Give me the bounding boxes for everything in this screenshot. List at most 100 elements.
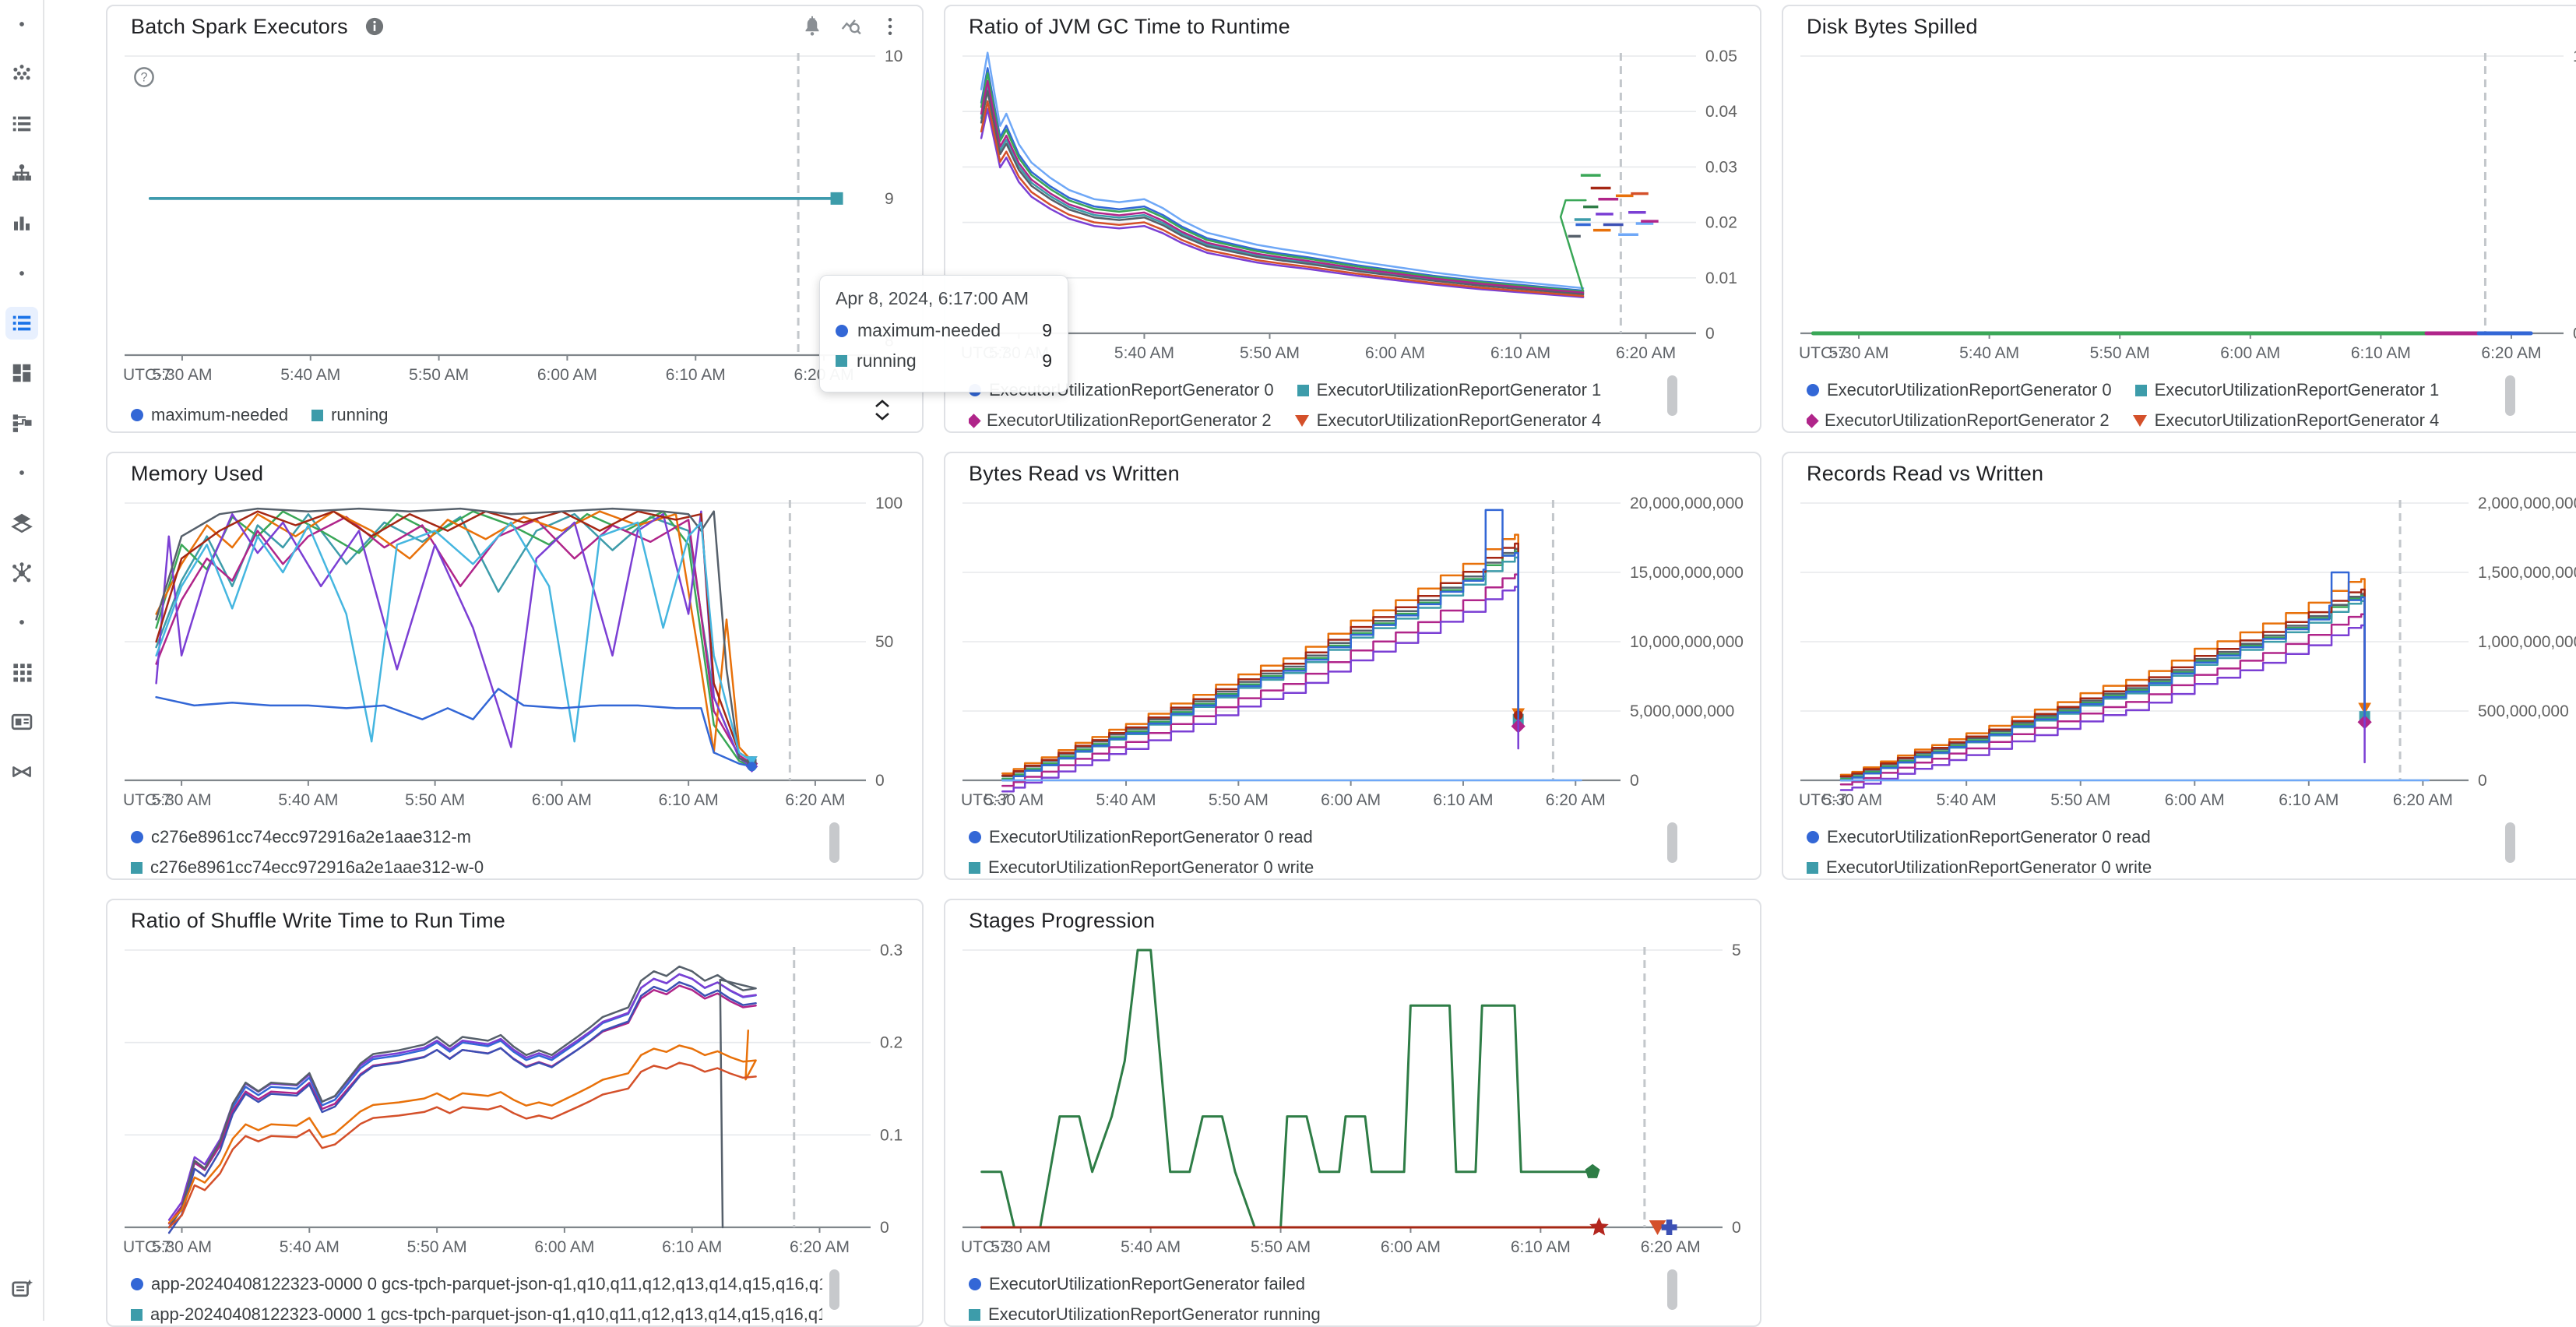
sidebar-item-widget-blocks[interactable]	[5, 357, 38, 389]
chart-plot-area-records-read-vs-written[interactable]: 2,000,000,000 1,500,000,000 1,000,000,000 5…	[1783, 494, 2576, 824]
legend-scrollbar-thumb[interactable]	[2505, 822, 2515, 863]
chart-plot-area-memory-used[interactable]: 100 50 0 5:30 AM 5:40 AM 5:50 AM 6:00 AM 6:10 A…	[107, 494, 922, 824]
legend-item[interactable]: ExecutorUtilizationReportGenerator 4	[1294, 410, 1601, 431]
legend-item[interactable]: ExecutorUtilizationReportGenerator 1	[1297, 380, 1601, 400]
y-axis-label: 0.04	[1705, 103, 1737, 121]
x-axis-tick-label: 5:30 AM	[991, 1238, 1050, 1256]
x-axis-tick-label: 5:40 AM	[280, 366, 340, 384]
sidebar-item-layers[interactable]	[5, 506, 38, 539]
sidebar-item-flowchart[interactable]	[5, 407, 38, 439]
dot-icon	[19, 22, 24, 26]
legend-item[interactable]: app-20240408122323-0000 0 gcs-tpch-parqu…	[131, 1274, 822, 1294]
panel-ratio-of-jvm-gc-time-to-runtime: Ratio of JVM GC Time to Runtime 0.05 0.04 0…	[944, 5, 1761, 433]
panel-ratio-of-shuffle-write-time-to-run-time: Ratio of Shuffle Write Time to Run Time 0…	[106, 899, 924, 1327]
legend-item[interactable]: ExecutorUtilizationReportGenerator 2	[1807, 410, 2110, 431]
layers-icon	[10, 513, 33, 533]
legend-item[interactable]: ExecutorUtilizationReportGenerator 0 rea…	[969, 827, 1313, 847]
legend-item[interactable]: c276e8961cc74ecc972916a2e1aae312-m	[131, 827, 471, 847]
x-axis-tick-label: 5:30 AM	[1829, 344, 1889, 362]
legend-item[interactable]: ExecutorUtilizationReportGenerator runni…	[969, 1304, 1321, 1325]
chart-legend: ExecutorUtilizationReportGenerator 0 Exec…	[969, 380, 1660, 431]
panel-title: Ratio of Shuffle Write Time to Run Time	[131, 908, 505, 932]
y-axis-label: 0.2	[880, 1034, 903, 1052]
chart-plot-area-batch-spark-executors[interactable]: 10985:30 AM5:40 AM5:50 AM6:00 AM6:10 AM6…	[107, 47, 922, 399]
series-gc-line-8	[980, 100, 1585, 297]
legend-item[interactable]: ExecutorUtilizationReportGenerator 1	[2134, 380, 2440, 400]
x-axis-tick-label: 5:30 AM	[152, 366, 212, 384]
legend-item[interactable]: ExecutorUtilizationReportGenerator 2	[969, 410, 1272, 431]
x-axis-tick-label: 5:50 AM	[1209, 791, 1269, 809]
more-vert-icon[interactable]	[878, 15, 902, 38]
chart-legend: ExecutorUtilizationReportGenerator 0 rea…	[1807, 827, 2498, 878]
sidebar-item-compose-note[interactable]	[5, 1272, 38, 1305]
legend-item[interactable]: c276e8961cc74ecc972916a2e1aae312-w-0	[131, 857, 484, 878]
legend-label: ExecutorUtilizationReportGenerator 0 rea…	[1827, 827, 2151, 847]
svg-text:?: ?	[140, 71, 147, 85]
chart-plot-area-disk-bytes-spilled[interactable]: 1 0 5:30 AM 5:40 AM 5:50 AM 6:00 AM 6:10 AM 6:2…	[1783, 47, 2576, 377]
sidebar-item-dot-1[interactable]	[5, 8, 38, 40]
legend-item[interactable]: app-20240408122323-0000 1 gcs-tpch-parqu…	[131, 1304, 822, 1325]
sidebar-item-dot-3[interactable]	[5, 456, 38, 489]
y-axis-label: 0	[2573, 325, 2576, 343]
sidebar-item-apps-grid[interactable]	[5, 656, 38, 688]
sidebar-item-bar-chart[interactable]	[5, 207, 38, 240]
legend-item[interactable]: maximum-needed	[131, 405, 288, 425]
diamond-legend-marker-icon	[1807, 413, 1819, 428]
y-axis-label: 0.03	[1705, 158, 1737, 176]
y-axis-label: 0.1	[880, 1126, 903, 1144]
sidebar-item-dashboards[interactable]	[5, 307, 38, 340]
legend-item[interactable]: ExecutorUtilizationReportGenerator 0 rea…	[1807, 827, 2151, 847]
legend-item[interactable]: running	[311, 405, 388, 425]
sidebar-item-resource-tree[interactable]	[5, 157, 38, 190]
explore-chart-icon[interactable]	[839, 15, 863, 38]
legend-label: ExecutorUtilizationReportGenerator 1	[2154, 380, 2440, 400]
panel-bytes-read-vs-written: Bytes Read vs Written 20,000,000,000 15,00…	[944, 452, 1761, 880]
tooltip-timestamp: Apr 8, 2024, 6:17:00 AM	[836, 288, 1029, 308]
series-gc-line-5	[980, 79, 1585, 294]
x-axis-tick-label: 5:40 AM	[280, 1238, 340, 1256]
legend-item[interactable]: ExecutorUtilizationReportGenerator faile…	[969, 1274, 1305, 1294]
legend-scrollbar-thumb[interactable]	[2505, 375, 2515, 416]
x-axis-tick-label: 5:40 AM	[1937, 791, 1997, 809]
y-axis-label: 0	[2478, 772, 2487, 790]
y-axis-label: 1,000,000,000	[2478, 633, 2576, 651]
plus-marker	[1661, 1220, 1677, 1235]
circle-legend-marker-icon	[969, 831, 981, 843]
help-icon[interactable]: ?	[132, 65, 156, 93]
legend-item[interactable]: ExecutorUtilizationReportGenerator 0	[1807, 380, 2112, 400]
sidebar-item-bowtie[interactable]	[5, 755, 38, 788]
legend-scrollbar-thumb[interactable]	[829, 822, 839, 863]
legend-item[interactable]: ExecutorUtilizationReportGenerator 0 wri…	[969, 857, 1314, 878]
x-axis-tick-label: 6:00 AM	[537, 366, 597, 384]
panel-title: Disk Bytes Spilled	[1807, 14, 1978, 38]
legend-scrollbar-thumb[interactable]	[829, 1269, 839, 1310]
sidebar-item-article-card[interactable]	[5, 706, 38, 738]
chart-plot-area-bytes-read-vs-written[interactable]: 20,000,000,000 15,000,000,000 10,000,000,0…	[945, 494, 1760, 824]
flow-icon	[12, 414, 31, 432]
sidebar-item-list-view[interactable]	[5, 107, 38, 140]
legend-item[interactable]: ExecutorUtilizationReportGenerator 4	[2132, 410, 2439, 431]
sidebar-item-dot-2[interactable]	[5, 257, 38, 290]
sidebar-item-metrics-cluster[interactable]	[5, 58, 38, 90]
legend-scrollbar-thumb[interactable]	[1667, 375, 1677, 416]
series-mem-purple	[155, 510, 753, 768]
sidebar-item-hub-network[interactable]	[5, 556, 38, 589]
x-axis-tick-label: 6:00 AM	[2220, 344, 2280, 362]
info-icon[interactable]	[364, 16, 385, 37]
x-axis-tick-label: 5:40 AM	[1959, 344, 2019, 362]
grid-icon	[12, 664, 31, 682]
sidebar-item-dot-4[interactable]	[5, 606, 38, 639]
chart-plot-area-ratio-of-shuffle-write-time-to-run-time[interactable]: 0.3 0.2 0.1 0 5:30 AM 5:40 AM 5:50 AM 6:00 AM 6:…	[107, 941, 922, 1271]
compose-icon	[11, 1279, 33, 1297]
legend-scrollbar-thumb[interactable]	[1667, 822, 1677, 863]
y-axis-label: 100	[875, 495, 903, 512]
panel-memory-used: Memory Used 100 50 0 5:30 AM 5:40 AM 5:50 AM 6:…	[106, 452, 924, 880]
star-marker	[1589, 1217, 1609, 1236]
legend-item[interactable]: ExecutorUtilizationReportGenerator 0 wri…	[1807, 857, 2152, 878]
chart-plot-area-stages-progression[interactable]: 5 0 5:30 AM 5:40 AM 5:50 AM 6:00 AM 6:10 AM 6:2…	[945, 941, 1760, 1271]
legend-expander-chevrons[interactable]	[874, 399, 891, 421]
legend-scrollbar-thumb[interactable]	[1667, 1269, 1677, 1310]
alert-bell-plus-icon[interactable]	[801, 15, 824, 38]
series-rec-orange	[1839, 578, 2366, 776]
series-end-marker	[747, 762, 757, 772]
